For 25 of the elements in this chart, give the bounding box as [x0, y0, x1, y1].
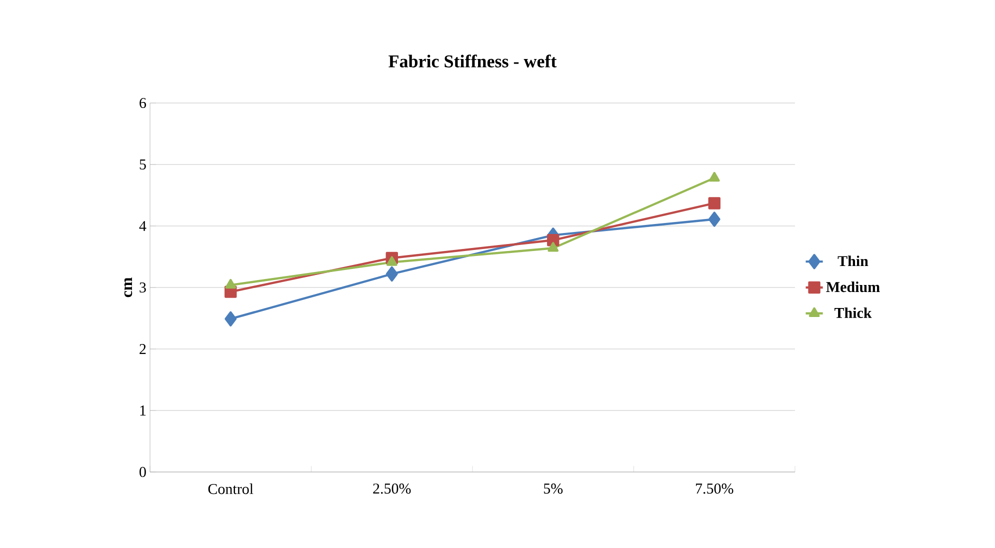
point: [708, 197, 720, 210]
point: [547, 234, 560, 246]
point: [708, 212, 720, 227]
point: [225, 278, 236, 289]
point: [386, 256, 398, 266]
chart-title: Fabric Stiffness - weft: [388, 54, 557, 68]
point: [548, 242, 559, 252]
x-tick-label: 5%: [544, 484, 563, 494]
y-tick-label: 4: [139, 221, 146, 231]
x-tick-label: 7.50%: [696, 484, 734, 494]
y-tick-label: 1: [140, 406, 146, 416]
y-tick-label: 6: [140, 98, 146, 108]
point: [386, 266, 398, 282]
y-axis-title: cm: [124, 278, 132, 298]
x-tick-label: Control: [208, 484, 254, 494]
legend-label: Thin: [838, 256, 868, 266]
legend-label: Thick: [834, 307, 872, 318]
y-tick-label: 0: [140, 466, 146, 478]
y-tick-label: 3: [140, 282, 146, 293]
x-tick-label: 2.50%: [373, 484, 411, 494]
point: [708, 172, 720, 182]
y-tick-label: 2: [140, 344, 146, 354]
point: [224, 311, 237, 326]
legend-label: Medium: [826, 282, 880, 292]
y-tick-label: 5: [140, 160, 146, 170]
